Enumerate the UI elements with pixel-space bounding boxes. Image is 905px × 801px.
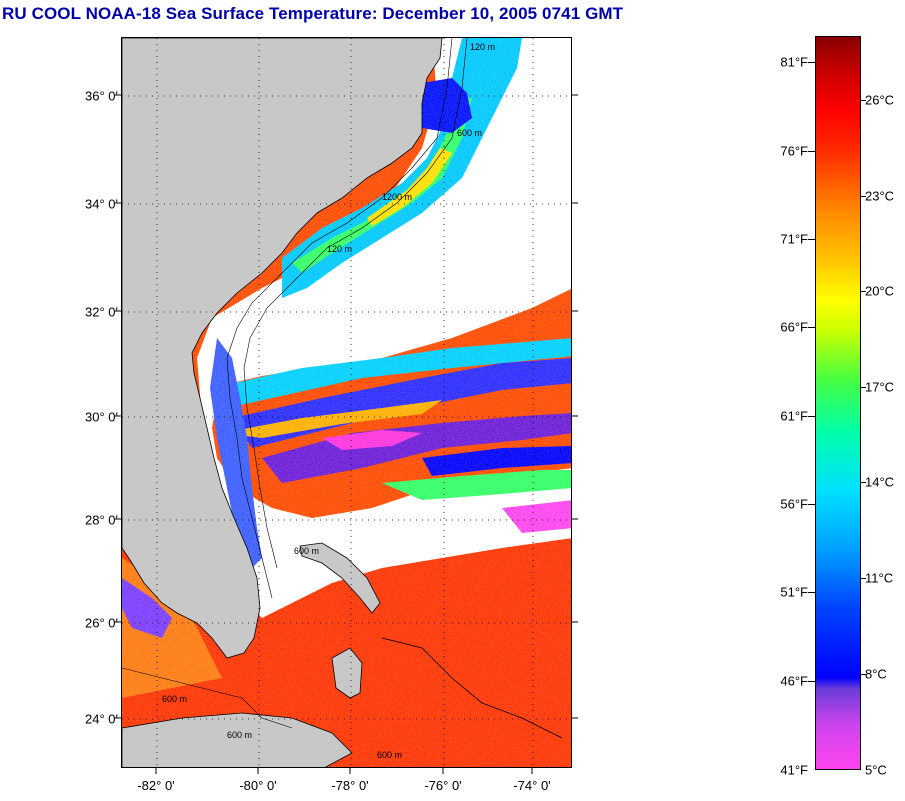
colorbar-tick-f xyxy=(808,504,815,505)
colorbar-label-f: 71°F xyxy=(780,231,808,247)
isobath-label: 600 m xyxy=(162,694,187,704)
isobath-label: 600 m xyxy=(227,730,252,740)
colorbar-label-f: 41°F xyxy=(780,762,808,778)
isobath-label: 1200 m xyxy=(382,192,412,202)
isobath-label: 600 m xyxy=(294,546,319,556)
isobath-label: 600 m xyxy=(457,128,482,138)
colorbar-tick-c xyxy=(861,100,866,101)
land-islands-east xyxy=(381,637,563,739)
map-title: RU COOL NOAA-18 Sea Surface Temperature:… xyxy=(2,4,624,23)
lat-label-26: 26° 0' xyxy=(85,615,118,631)
colorbar-tick-c xyxy=(861,674,866,675)
sst-map-canvas: 120 m 600 m 1200 m 120 m 600 m 600 m 600… xyxy=(122,38,571,767)
lat-label-36: 36° 0' xyxy=(85,88,118,104)
lat-label-34: 34° 0' xyxy=(85,196,118,212)
colorbar-label-c: 17°C xyxy=(865,379,895,395)
colorbar-tick-c xyxy=(861,291,866,292)
colorbar-label-c: 11°C xyxy=(865,570,894,586)
isobath-600m xyxy=(243,38,468,569)
colorbar-tick-f xyxy=(808,681,815,682)
lon-label-78: -78° 0' xyxy=(331,778,369,793)
land-bahamas-2 xyxy=(331,647,363,699)
colorbar-label-f: 56°F xyxy=(780,496,808,512)
colorbar-tick-c xyxy=(861,387,866,388)
colorbar-label-f: 46°F xyxy=(780,673,808,689)
colorbar-tick-c xyxy=(861,196,866,197)
colorbar-tick-f xyxy=(808,416,815,417)
colorbar-tick-f xyxy=(808,151,815,152)
colorbar-tick-c xyxy=(861,578,866,579)
land-us-mainland xyxy=(122,38,443,659)
colorbar-label-c: 26°C xyxy=(865,92,895,108)
lat-label-24: 24° 0' xyxy=(85,711,118,727)
colorbar-label-f: 76°F xyxy=(780,143,808,159)
lon-label-80: -80° 0' xyxy=(239,778,277,793)
colorbar-label-c: 8°C xyxy=(865,666,887,682)
colorbar-tick-f xyxy=(808,62,815,63)
colorbar-label-c: 14°C xyxy=(865,474,895,490)
lon-label-76: -76° 0' xyxy=(424,778,462,793)
isobath-label: 600 m xyxy=(377,750,402,760)
colorbar-tick-f xyxy=(808,239,815,240)
lat-label-32: 32° 0' xyxy=(85,304,118,320)
land-bahamas-1 xyxy=(299,542,381,614)
colorbar-label-f: 61°F xyxy=(780,408,808,424)
colorbar-label-f: 51°F xyxy=(780,584,808,600)
isobath-120m xyxy=(226,38,453,599)
colorbar-tick-f xyxy=(808,592,815,593)
colorbar-label-f: 81°F xyxy=(780,54,808,70)
colorbar-tick-f xyxy=(808,327,815,328)
lon-label-74: -74° 0' xyxy=(513,778,551,793)
map-ticks xyxy=(115,94,578,774)
lon-label-82: -82° 0' xyxy=(137,778,175,793)
colorbar-label-c: 20°C xyxy=(865,283,895,299)
colorbar-label-c: 5°C xyxy=(865,762,887,778)
isobath-gulf xyxy=(122,667,293,729)
sst-map: 120 m 600 m 1200 m 120 m 600 m 600 m 600… xyxy=(121,37,572,768)
isobath-label: 120 m xyxy=(327,244,352,254)
lat-label-28: 28° 0' xyxy=(85,512,118,528)
land-cuba xyxy=(122,712,353,767)
colorbar xyxy=(815,36,861,770)
colorbar-label-f: 66°F xyxy=(780,319,808,335)
isobath-label: 120 m xyxy=(470,42,495,52)
colorbar-tick-c xyxy=(861,482,866,483)
colorbar-label-c: 23°C xyxy=(865,188,895,204)
lat-label-30: 30° 0' xyxy=(85,409,118,425)
